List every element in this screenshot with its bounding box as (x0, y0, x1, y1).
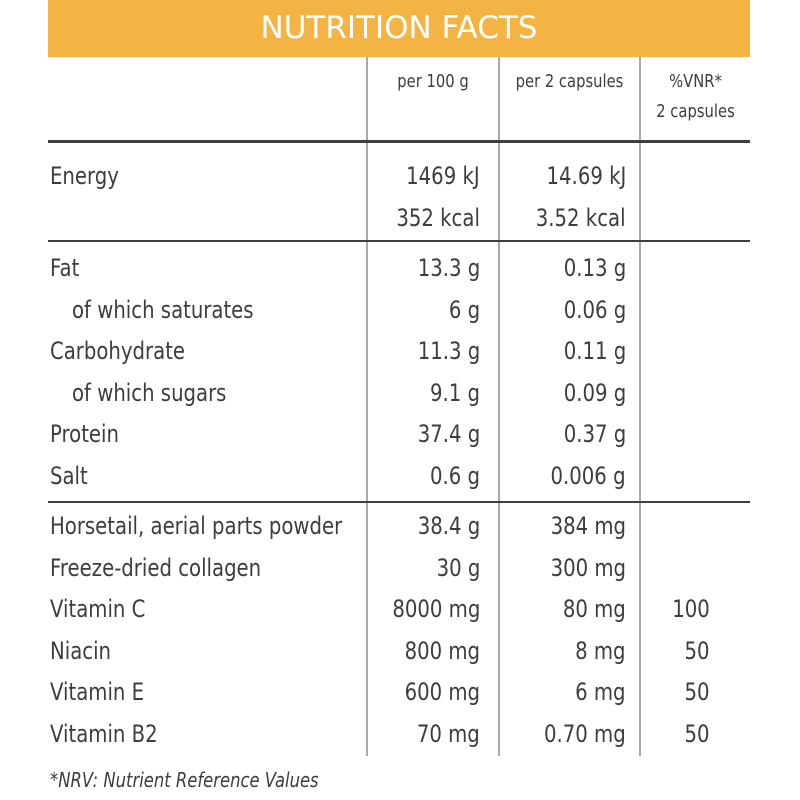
row-label: Protein (50, 420, 119, 448)
value-per2: 0.37 g (563, 420, 626, 448)
value-per100: 6 g (448, 295, 480, 324)
value-per100: 9.1 g (429, 378, 480, 407)
table-row: 352 kcal 3.52 kcal (48, 198, 750, 238)
table-row: Carbohydrate 11.3 g 0.11 g (48, 331, 750, 371)
row-label: of which saturates (72, 295, 254, 324)
value-nrv: 50 (684, 719, 710, 748)
section-rule (48, 240, 750, 242)
column-header-nrv: %VNR* 2 capsules (651, 67, 740, 127)
value-per100: 37.4 g (417, 420, 480, 448)
value-per2: 80 mg (563, 595, 626, 623)
value-nrv: 50 (684, 678, 710, 706)
table-row: Vitamin C 8000 mg 80 mg 100 (48, 589, 750, 629)
value-per100: 70 mg (417, 719, 480, 748)
row-label: Carbohydrate (50, 337, 186, 365)
value-per2: 6 mg (575, 678, 626, 706)
value-per2: 8 mg (575, 636, 626, 665)
value-per2: 0.13 g (563, 254, 626, 282)
value-per100: 0.6 g (429, 461, 480, 490)
table-row: Freeze-dried collagen 30 g 300 mg (48, 548, 750, 588)
table-row: Vitamin B2 70 mg 0.70 mg 50 (48, 714, 750, 754)
column-divider (366, 57, 368, 756)
row-label: Vitamin B2 (50, 719, 158, 748)
table-row: Salt 0.6 g 0.006 g (48, 456, 750, 496)
value-per2: 384 mg (550, 512, 626, 540)
table-row: Protein 37.4 g 0.37 g (48, 414, 750, 454)
value-per100: 13.3 g (417, 254, 480, 282)
column-divider (498, 57, 500, 756)
value-per2: 0.70 mg (544, 719, 626, 748)
row-label: of which sugars (72, 378, 227, 407)
row-label: Energy (50, 162, 119, 190)
value-per100: 1469 kJ (406, 162, 480, 190)
value-per100: 11.3 g (417, 337, 480, 365)
section-rule (48, 501, 750, 503)
table-row: Energy 1469 kJ 14.69 kJ (48, 156, 750, 196)
value-per2: 3.52 kcal (536, 203, 626, 232)
table-row: of which sugars 9.1 g 0.09 g (48, 373, 750, 413)
table-row: Vitamin E 600 mg 6 mg 50 (48, 672, 750, 712)
row-label: Niacin (50, 636, 112, 665)
column-divider (639, 57, 641, 756)
nutrition-table: NUTRITION FACTS per 100 g per 2 capsules… (48, 0, 750, 800)
value-per100: 600 mg (404, 678, 480, 706)
value-per2: 0.006 g (550, 461, 626, 490)
value-per2: 0.09 g (563, 378, 626, 407)
header-rule (48, 140, 750, 143)
value-per2: 300 mg (550, 553, 626, 582)
footnote: *NRV: Nutrient Reference Values (50, 768, 319, 792)
value-per2: 14.69 kJ (546, 162, 626, 190)
table-title: NUTRITION FACTS (48, 0, 750, 57)
value-per2: 0.11 g (563, 337, 626, 365)
row-label: Salt (50, 461, 88, 490)
table-row: Horsetail, aerial parts powder 38.4 g 384 … (48, 506, 750, 546)
row-label: Vitamin C (50, 595, 146, 623)
column-header-nrv-line1: %VNR* (669, 71, 722, 92)
value-nrv: 50 (684, 636, 710, 665)
value-per100: 352 kcal (396, 203, 480, 232)
value-per100: 30 g (436, 553, 480, 582)
column-header-per2: per 2 capsules (515, 71, 624, 92)
value-per100: 800 mg (404, 636, 480, 665)
table-row: Fat 13.3 g 0.13 g (48, 248, 750, 288)
value-per2: 0.06 g (563, 295, 626, 324)
column-header-nrv-line2: 2 capsules (656, 101, 735, 122)
row-label: Fat (50, 254, 80, 282)
column-header-per100: per 100 g (397, 71, 469, 92)
value-per100: 8000 mg (391, 595, 480, 623)
row-label: Horsetail, aerial parts powder (50, 512, 343, 540)
row-label: Vitamin E (50, 678, 145, 706)
row-label: Freeze-dried collagen (50, 553, 262, 582)
value-nrv: 100 (672, 595, 710, 623)
value-per100: 38.4 g (417, 512, 480, 540)
table-row: of which saturates 6 g 0.06 g (48, 290, 750, 330)
table-row: Niacin 800 mg 8 mg 50 (48, 631, 750, 671)
